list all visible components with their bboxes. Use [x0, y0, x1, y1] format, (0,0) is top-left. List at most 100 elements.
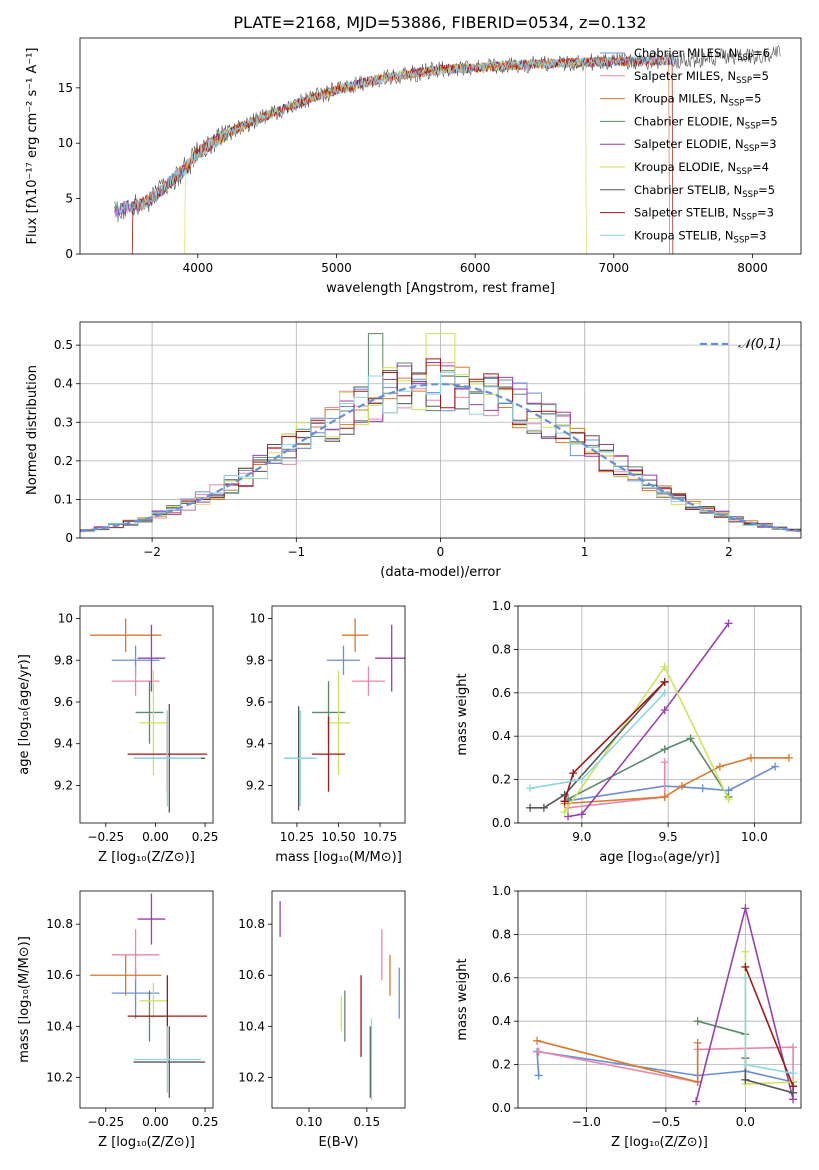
mass_vs_ebv-points [279, 901, 400, 1101]
residuals-frame [79, 321, 802, 539]
weight_vs_z-marker [789, 1043, 798, 1052]
figure-title: PLATE=2168, MJD=53886, FIBERID=0534, z=0… [233, 13, 646, 32]
mass_vs_ebv-frame [271, 890, 406, 1109]
legend-entry-5: Kroupa ELODIE, NSSP=4 [634, 160, 769, 177]
weight_vs_z-marker [693, 1038, 702, 1047]
residuals-ytick-label: 0.3 [54, 415, 73, 429]
weight_vs_age-marker [660, 706, 669, 715]
spectrum-xtick-label: 8000 [737, 261, 768, 275]
legend-entry-8: Kroupa STELIB, NSSP=3 [634, 228, 766, 245]
residuals-ytick-label: 0.2 [54, 454, 73, 468]
legend-sub: SSP [736, 76, 752, 86]
weight_vs_age-marker [698, 784, 707, 793]
age_vs_z-ytick-label: 9.8 [54, 653, 73, 667]
residuals-xtick-label: −1 [287, 545, 305, 559]
weight_vs_age-frame [517, 605, 802, 824]
weight_vs_age-xlabel: age [log₁₀(age/yr)] [599, 850, 720, 865]
legend-name: Salpeter ELODIE, N [634, 137, 744, 151]
weight_vs_z-ytick-label: 0.4 [492, 1014, 511, 1028]
mass_vs_z-ytick-label: 10.2 [46, 1070, 73, 1084]
weight_vs_age-series-6 [530, 681, 666, 809]
spectrum-frame [79, 37, 802, 255]
age_vs_mass-axes: 10.25 10.50 10.75 9.2 9.4 9.6 9.8 10 mass [log₁₀… [246, 612, 402, 865]
age_vs_mass-points [283, 618, 405, 811]
residuals-ytick-label: 0 [65, 531, 73, 545]
residuals-axes: −2 −1 0 1 2 0 0.1 0.2 0.3 0.4 0.5 (data-model)/erro… [25, 322, 801, 580]
legend-name: Kroupa STELIB, N [634, 228, 734, 242]
mass_vs_z-ytick-label: 10.6 [46, 968, 73, 982]
legend-sub: SSP [745, 121, 761, 131]
legend-tail: =3 [757, 206, 774, 220]
mass_vs_ebv-ytick-label: 10.4 [238, 1019, 265, 1033]
weight_vs_age-marker [577, 810, 586, 819]
mass_vs_z-xlabel: Z [log₁₀(Z/Z⊙)] [98, 1135, 195, 1150]
weight_vs_z-series-0 [536, 1050, 794, 1087]
spectrum-line-2 [131, 55, 670, 254]
age_vs_mass-ytick-label: 9.8 [246, 653, 265, 667]
weight_vs_age-marker [660, 758, 669, 767]
weight_vs_age-marker [660, 662, 669, 671]
weight_vs_age-marker [560, 808, 569, 817]
weight_vs_age-marker [577, 775, 586, 784]
weight_vs_age-xtick-label: 10.0 [741, 830, 768, 844]
age_vs_mass-frame [271, 605, 406, 824]
normal-reference-curve [80, 382, 801, 533]
weight_vs_z-xtick-label: −0.5 [651, 1115, 680, 1129]
weight_vs_z-marker [741, 904, 750, 913]
legend-tail: =5 [752, 69, 769, 83]
mass_vs_ebv-xtick-label: 0.10 [296, 1115, 323, 1129]
mass_vs_ebv-ytick-label: 10.8 [238, 917, 265, 931]
weight_vs_age-lines [526, 619, 793, 821]
weight_vs_age-ytick-label: 1.0 [492, 599, 511, 613]
weight_vs_age-series-8 [529, 692, 666, 790]
weight_vs_z-frame [517, 890, 802, 1109]
weight_vs_age-marker [677, 782, 686, 791]
weight_vs_age-marker [526, 803, 535, 812]
weight_vs_z-axes: −1.0 −0.5 0.0 0.0 0.2 0.4 0.6 0.8 1.0 Z [log₁₀(Z/… [455, 884, 801, 1150]
age_vs_z-points [89, 618, 208, 813]
mass_vs_z-frame [79, 890, 214, 1109]
mass_vs_z-ylabel: mass [log₁₀(M/M⊙)] [17, 936, 32, 1063]
weight_vs_age-ylabel: mass weight [455, 673, 470, 755]
legend-tail: =5 [744, 92, 761, 106]
weight_vs_age-series-2 [564, 757, 789, 805]
legend-name: Kroupa MILES, N [634, 92, 729, 106]
weight_vs_z-marker [789, 1069, 798, 1078]
spectrum-line-8 [114, 54, 677, 218]
residuals-xtick-label: 2 [725, 545, 733, 559]
legend-name: Chabrier ELODIE, N [634, 114, 745, 128]
residual-hist-5 [80, 333, 801, 532]
residuals-ytick-label: 0.5 [54, 338, 73, 352]
residuals-ytick-label: 0.4 [54, 377, 73, 391]
legend-name: Kroupa ELODIE, N [634, 160, 736, 174]
weight_vs_z-marker [741, 973, 750, 982]
legend-sub: SSP [734, 235, 750, 245]
legend-sub: SSP [742, 190, 758, 200]
weight_vs_age-xtick-label: 9.5 [659, 830, 678, 844]
weight_vs_z-series-7 [744, 966, 794, 1087]
mass_vs_ebv-ytick-label: 10.2 [238, 1070, 265, 1084]
weight_vs_age-marker [660, 688, 669, 697]
weight_vs_age-marker [771, 762, 780, 771]
spectrum-line-5 [184, 57, 587, 254]
weight_vs_age-ytick-label: 0.2 [492, 773, 511, 787]
weight_vs_age-marker [660, 745, 669, 754]
mass_vs_z-axes: −0.25 0.00 0.25 10.2 10.4 10.6 10.8 Z [log₁₀(Z/… [17, 917, 218, 1150]
residuals-xlabel: (data-model)/error [380, 565, 501, 580]
weight_vs_z-marker [533, 1036, 542, 1045]
age_vs_z-ytick-label: 9.6 [54, 695, 73, 709]
weight_vs_z-marker [534, 1071, 543, 1080]
spectrum-ytick-label: 10 [58, 136, 73, 150]
legend-entry-6: Chabrier STELIB, NSSP=5 [634, 183, 775, 200]
weight_vs_z-marker [534, 1047, 543, 1056]
weight_vs_age-axes: 9.0 9.5 10.0 0.0 0.2 0.4 0.6 0.8 1.0 age [log₁₀(a… [455, 599, 801, 865]
weight_vs_z-series-3 [697, 1020, 746, 1035]
weight_vs_z-marker [741, 1075, 750, 1084]
age_vs_mass-xlabel: mass [log₁₀(M/M⊙)] [275, 850, 402, 865]
spectrum-xtick-label: 7000 [599, 261, 630, 275]
age_vs_z-ylabel: age [log₁₀(age/yr)] [17, 654, 32, 775]
legend-sub: SSP [736, 167, 752, 177]
weight_vs_age-marker [539, 803, 548, 812]
weight_vs_z-ytick-label: 0.0 [492, 1101, 511, 1115]
